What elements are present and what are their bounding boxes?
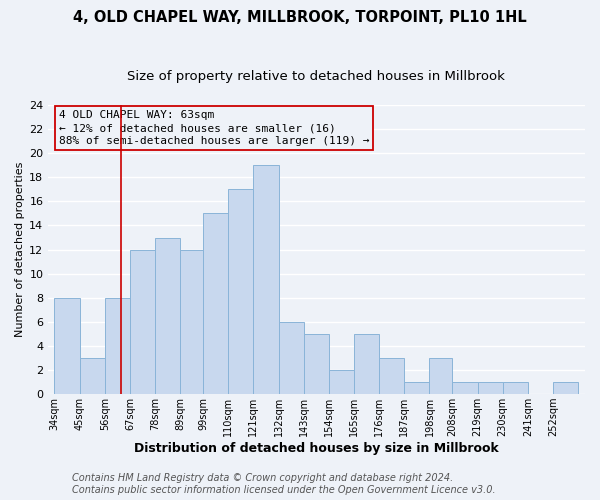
Bar [503,382,528,394]
Bar [180,250,203,394]
Bar [155,238,180,394]
Text: 4, OLD CHAPEL WAY, MILLBROOK, TORPOINT, PL10 1HL: 4, OLD CHAPEL WAY, MILLBROOK, TORPOINT, … [73,10,527,25]
Bar [55,298,80,394]
Title: Size of property relative to detached houses in Millbrook: Size of property relative to detached ho… [127,70,505,83]
Text: Contains HM Land Registry data © Crown copyright and database right 2024.
Contai: Contains HM Land Registry data © Crown c… [72,474,496,495]
Bar [105,298,130,394]
X-axis label: Distribution of detached houses by size in Millbrook: Distribution of detached houses by size … [134,442,499,455]
Bar [354,334,379,394]
Bar [304,334,329,394]
Bar [478,382,503,394]
Bar [553,382,578,394]
Text: 4 OLD CHAPEL WAY: 63sqm
← 12% of detached houses are smaller (16)
88% of semi-de: 4 OLD CHAPEL WAY: 63sqm ← 12% of detache… [59,110,370,146]
Bar [253,165,278,394]
Bar [452,382,478,394]
Bar [80,358,105,394]
Bar [278,322,304,394]
Bar [203,214,228,394]
Bar [329,370,354,394]
Bar [228,190,253,394]
Bar [430,358,452,394]
Bar [379,358,404,394]
Bar [404,382,430,394]
Y-axis label: Number of detached properties: Number of detached properties [15,162,25,338]
Bar [130,250,155,394]
